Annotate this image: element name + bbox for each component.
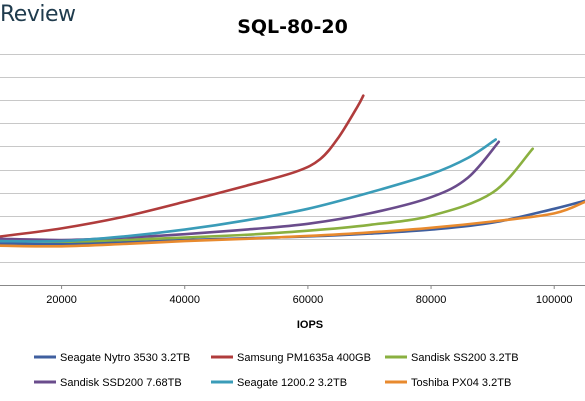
x-axis-ticks: 20000 40000 60000 80000 100000: [46, 285, 573, 306]
series-lines: [0, 94, 585, 248]
legend-label-4: Seagate 1200.2 3.2TB: [237, 377, 347, 389]
chart-title: SQL-80-20: [237, 16, 348, 38]
legend: Seagate Nytro 3530 3.2TB Samsung PM1635a …: [34, 352, 519, 389]
legend-label-0: Seagate Nytro 3530 3.2TB: [60, 352, 190, 364]
x-tick-label: 100000: [536, 294, 573, 306]
x-tick-label: 60000: [293, 294, 324, 306]
series-line-4: [0, 138, 497, 243]
legend-label-2: Sandisk SS200 3.2TB: [411, 352, 519, 364]
x-axis-label: IOPS: [297, 319, 323, 331]
legend-label-5: Toshiba PX04 3.2TB: [411, 377, 511, 389]
x-tick-label: 80000: [416, 294, 447, 306]
x-tick-label: 20000: [46, 294, 77, 306]
legend-label-3: Sandisk SSD200 7.68TB: [60, 377, 182, 389]
legend-label-1: Samsung PM1635a 400GB: [237, 352, 371, 364]
series-line-1: [0, 94, 365, 238]
brand-logo: Review: [0, 2, 76, 27]
series-line-5: [0, 200, 585, 248]
gridlines: [0, 54, 585, 286]
series-line-2: [0, 147, 534, 243]
x-tick-label: 40000: [169, 294, 200, 306]
